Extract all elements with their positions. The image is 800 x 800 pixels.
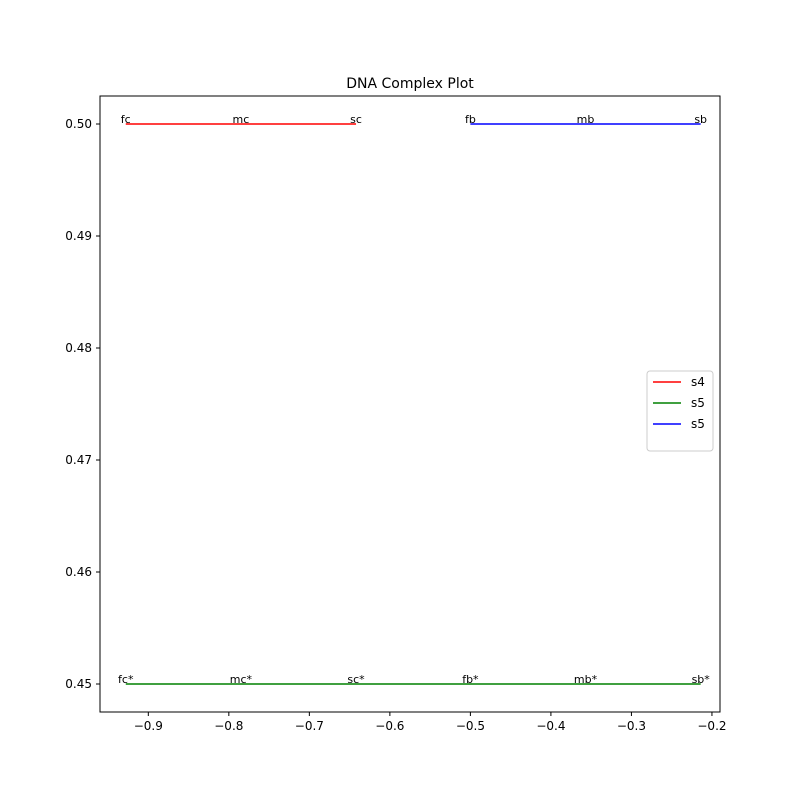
- x-tick-label: −0.6: [375, 719, 404, 733]
- x-tick-label: −0.8: [214, 719, 243, 733]
- segment-label: fb: [465, 113, 476, 126]
- series-layer: fc mc sc fc* mc* sc* fb* mb* sb* fb mb sb: [118, 113, 710, 686]
- legend-label: s5: [691, 417, 705, 431]
- segment-label: fc*: [118, 673, 134, 686]
- segment-label: mb*: [574, 673, 598, 686]
- plot-area: [99, 95, 721, 713]
- segment-label: sb*: [692, 673, 711, 686]
- legend-label: s5: [691, 396, 705, 410]
- segment-label: sc: [350, 113, 362, 126]
- legend: s4 s5 s5: [646, 370, 714, 452]
- x-tick-label: −0.7: [295, 719, 324, 733]
- y-tick-label: 0.47: [65, 453, 92, 467]
- y-tick-label: 0.45: [65, 677, 92, 691]
- y-tick-label: 0.46: [65, 565, 92, 579]
- y-tick-label: 0.48: [65, 341, 92, 355]
- x-tick-label: −0.3: [617, 719, 646, 733]
- segment-label: mc: [233, 113, 250, 126]
- y-tick-label: 0.49: [65, 229, 92, 243]
- y-tick-label: 0.50: [65, 117, 92, 131]
- x-axis: −0.9 −0.8 −0.7 −0.6 −0.5 −0.4 −0.3 −0.2: [134, 712, 727, 733]
- chart-title: DNA Complex Plot: [346, 76, 474, 92]
- segment-label: sb: [694, 113, 707, 126]
- segment-label: sc*: [347, 673, 365, 686]
- x-tick-label: −0.2: [697, 719, 726, 733]
- segment-label: fb*: [462, 673, 479, 686]
- legend-box: [646, 370, 714, 452]
- y-axis: 0.45 0.46 0.47 0.48 0.49 0.50: [65, 117, 100, 691]
- x-tick-label: −0.5: [456, 719, 485, 733]
- legend-label: s4: [691, 375, 705, 389]
- segment-label: mc*: [230, 673, 253, 686]
- segment-label: fc: [121, 113, 131, 126]
- x-tick-label: −0.9: [134, 719, 163, 733]
- segment-label: mb: [577, 113, 595, 126]
- x-tick-label: −0.4: [536, 719, 565, 733]
